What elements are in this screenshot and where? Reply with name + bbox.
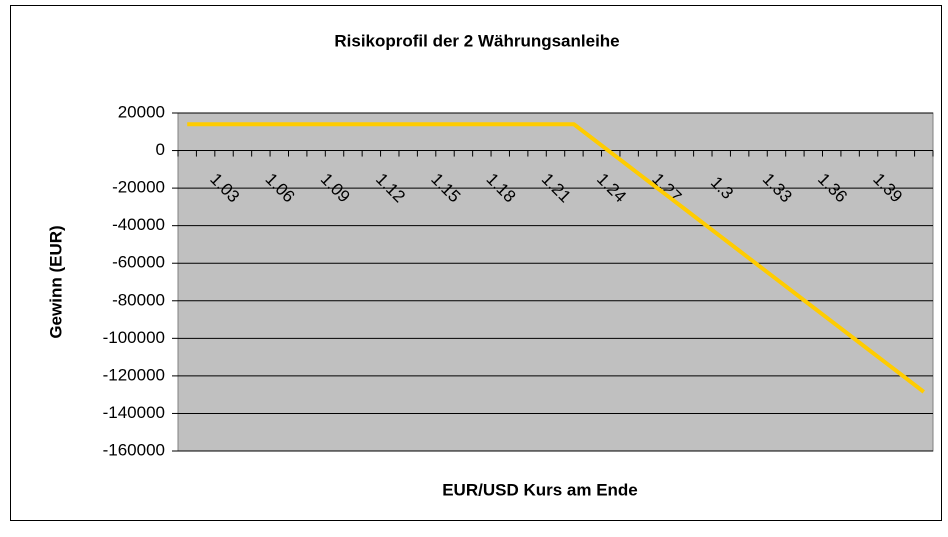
- y-tick-label: -100000: [103, 328, 165, 347]
- y-axis-title: Gewinn (EUR): [46, 225, 65, 338]
- chart-title: Risikoprofil der 2 Währungsanleihe: [334, 31, 619, 50]
- y-tick-label: -40000: [112, 215, 165, 234]
- y-tick-label: 20000: [118, 102, 165, 121]
- y-tick-label: -120000: [103, 365, 165, 384]
- y-tick-label: -60000: [112, 253, 165, 272]
- y-tick-label: 0: [156, 140, 165, 159]
- y-tick-label: -20000: [112, 178, 165, 197]
- y-tick-label: -80000: [112, 290, 165, 309]
- series-line: [187, 122, 926, 394]
- y-tick-label: -140000: [103, 403, 165, 422]
- x-axis-title: EUR/USD Kurs am Ende: [442, 480, 638, 499]
- y-tick-label: -160000: [103, 440, 165, 459]
- plot-area: [177, 112, 934, 452]
